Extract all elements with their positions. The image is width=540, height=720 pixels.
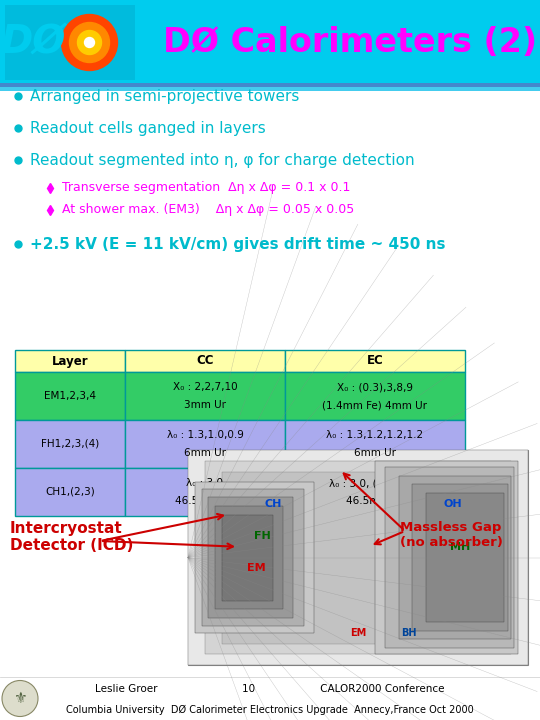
Bar [285,420,465,468]
Bar [15,372,125,420]
Text: At shower max. (EM3)    Δη x Δφ = 0.05 x 0.05: At shower max. (EM3) Δη x Δφ = 0.05 x 0.… [62,204,354,217]
Bar [285,372,465,420]
Bar [222,515,273,600]
Text: 3mm Ur: 3mm Ur [184,400,226,410]
Bar [385,467,515,648]
Text: FH1,2,3,(4): FH1,2,3,(4) [41,439,99,449]
Bar [285,468,465,516]
Text: λ₀ : 3.0: λ₀ : 3.0 [186,478,224,488]
Bar [0,0,540,85]
Text: CC: CC [196,354,214,367]
Bar [5,5,135,80]
Bar [215,506,283,609]
Text: (1.4mm Fe) 4mm Ur: (1.4mm Fe) 4mm Ur [322,400,428,410]
Text: 6mm Ur: 6mm Ur [354,448,396,458]
Bar [15,468,125,516]
Bar [285,350,465,372]
Text: Transverse segmentation  Δη x Δφ = 0.1 x 0.1: Transverse segmentation Δη x Δφ = 0.1 x … [62,181,350,194]
Text: EM1,2,3,4: EM1,2,3,4 [44,391,96,401]
Text: λ₀ : 3.0, (3.0, 3.0): λ₀ : 3.0, (3.0, 3.0) [329,478,421,488]
Text: X₀ : 2,2,7,10: X₀ : 2,2,7,10 [173,382,237,392]
Text: Leslie Groer                          10                    CALOR2000 Conference: Leslie Groer 10 CALOR2000 Conference [95,684,445,694]
Text: Readout cells ganged in layers: Readout cells ganged in layers [30,120,266,135]
Circle shape [70,22,110,63]
Text: Columbia University  DØ Calorimeter Electronics Upgrade  Annecy,France Oct 2000: Columbia University DØ Calorimeter Elect… [66,705,474,715]
Text: λ₀ : 1.3,1.0,0.9: λ₀ : 1.3,1.0,0.9 [166,430,244,440]
Bar [195,482,314,633]
Bar [205,461,511,654]
Text: Layer: Layer [52,354,89,367]
Text: EM: EM [247,563,265,573]
Circle shape [78,30,102,55]
Text: Arranged in semi-projective towers: Arranged in semi-projective towers [30,89,299,104]
Bar [208,498,293,618]
Text: EM: EM [350,628,366,638]
Bar [0,677,540,720]
Text: X₀ : (0.3),3,8,9: X₀ : (0.3),3,8,9 [337,382,413,392]
Text: FH: FH [254,531,271,541]
Text: Intercryostat
Detector (ICD): Intercryostat Detector (ICD) [10,521,133,554]
Text: +2.5 kV (E = 11 kV/cm) gives drift time ~ 450 ns: +2.5 kV (E = 11 kV/cm) gives drift time … [30,236,445,251]
Circle shape [62,14,118,71]
Bar [413,485,508,631]
Text: Massless Gap
(no absorber): Massless Gap (no absorber) [400,521,503,549]
Bar [201,489,303,626]
Text: 46.5mm Cu: 46.5mm Cu [174,496,235,506]
Bar [125,350,285,372]
Bar [125,420,285,468]
Bar [15,350,125,372]
Bar [0,83,540,87]
Text: MH: MH [450,541,470,552]
Bar [399,476,511,639]
Bar [375,461,518,654]
Bar [125,372,285,420]
Text: 46.5mm Fe: 46.5mm Fe [346,496,404,506]
Text: BH: BH [401,628,417,638]
Bar [0,87,540,91]
Text: DØ: DØ [1,24,66,61]
Bar [188,450,528,665]
Text: EC: EC [367,354,383,367]
Text: ⚜: ⚜ [13,691,27,706]
Bar [222,472,494,644]
Text: OH: OH [444,499,463,509]
Text: λ₀ : 1.3,1.2,1.2,1.2: λ₀ : 1.3,1.2,1.2,1.2 [327,430,423,440]
Text: 6mm Ur: 6mm Ur [184,448,226,458]
Bar [15,420,125,468]
Text: CH: CH [264,499,282,509]
Bar [426,493,504,622]
Bar [188,450,528,665]
Circle shape [2,680,38,716]
Text: DØ Calorimeters (2): DØ Calorimeters (2) [163,26,537,59]
Circle shape [84,37,94,48]
Text: CH1,(2,3): CH1,(2,3) [45,487,95,497]
Text: Readout segmented into η, φ for charge detection: Readout segmented into η, φ for charge d… [30,153,415,168]
Bar [125,468,285,516]
